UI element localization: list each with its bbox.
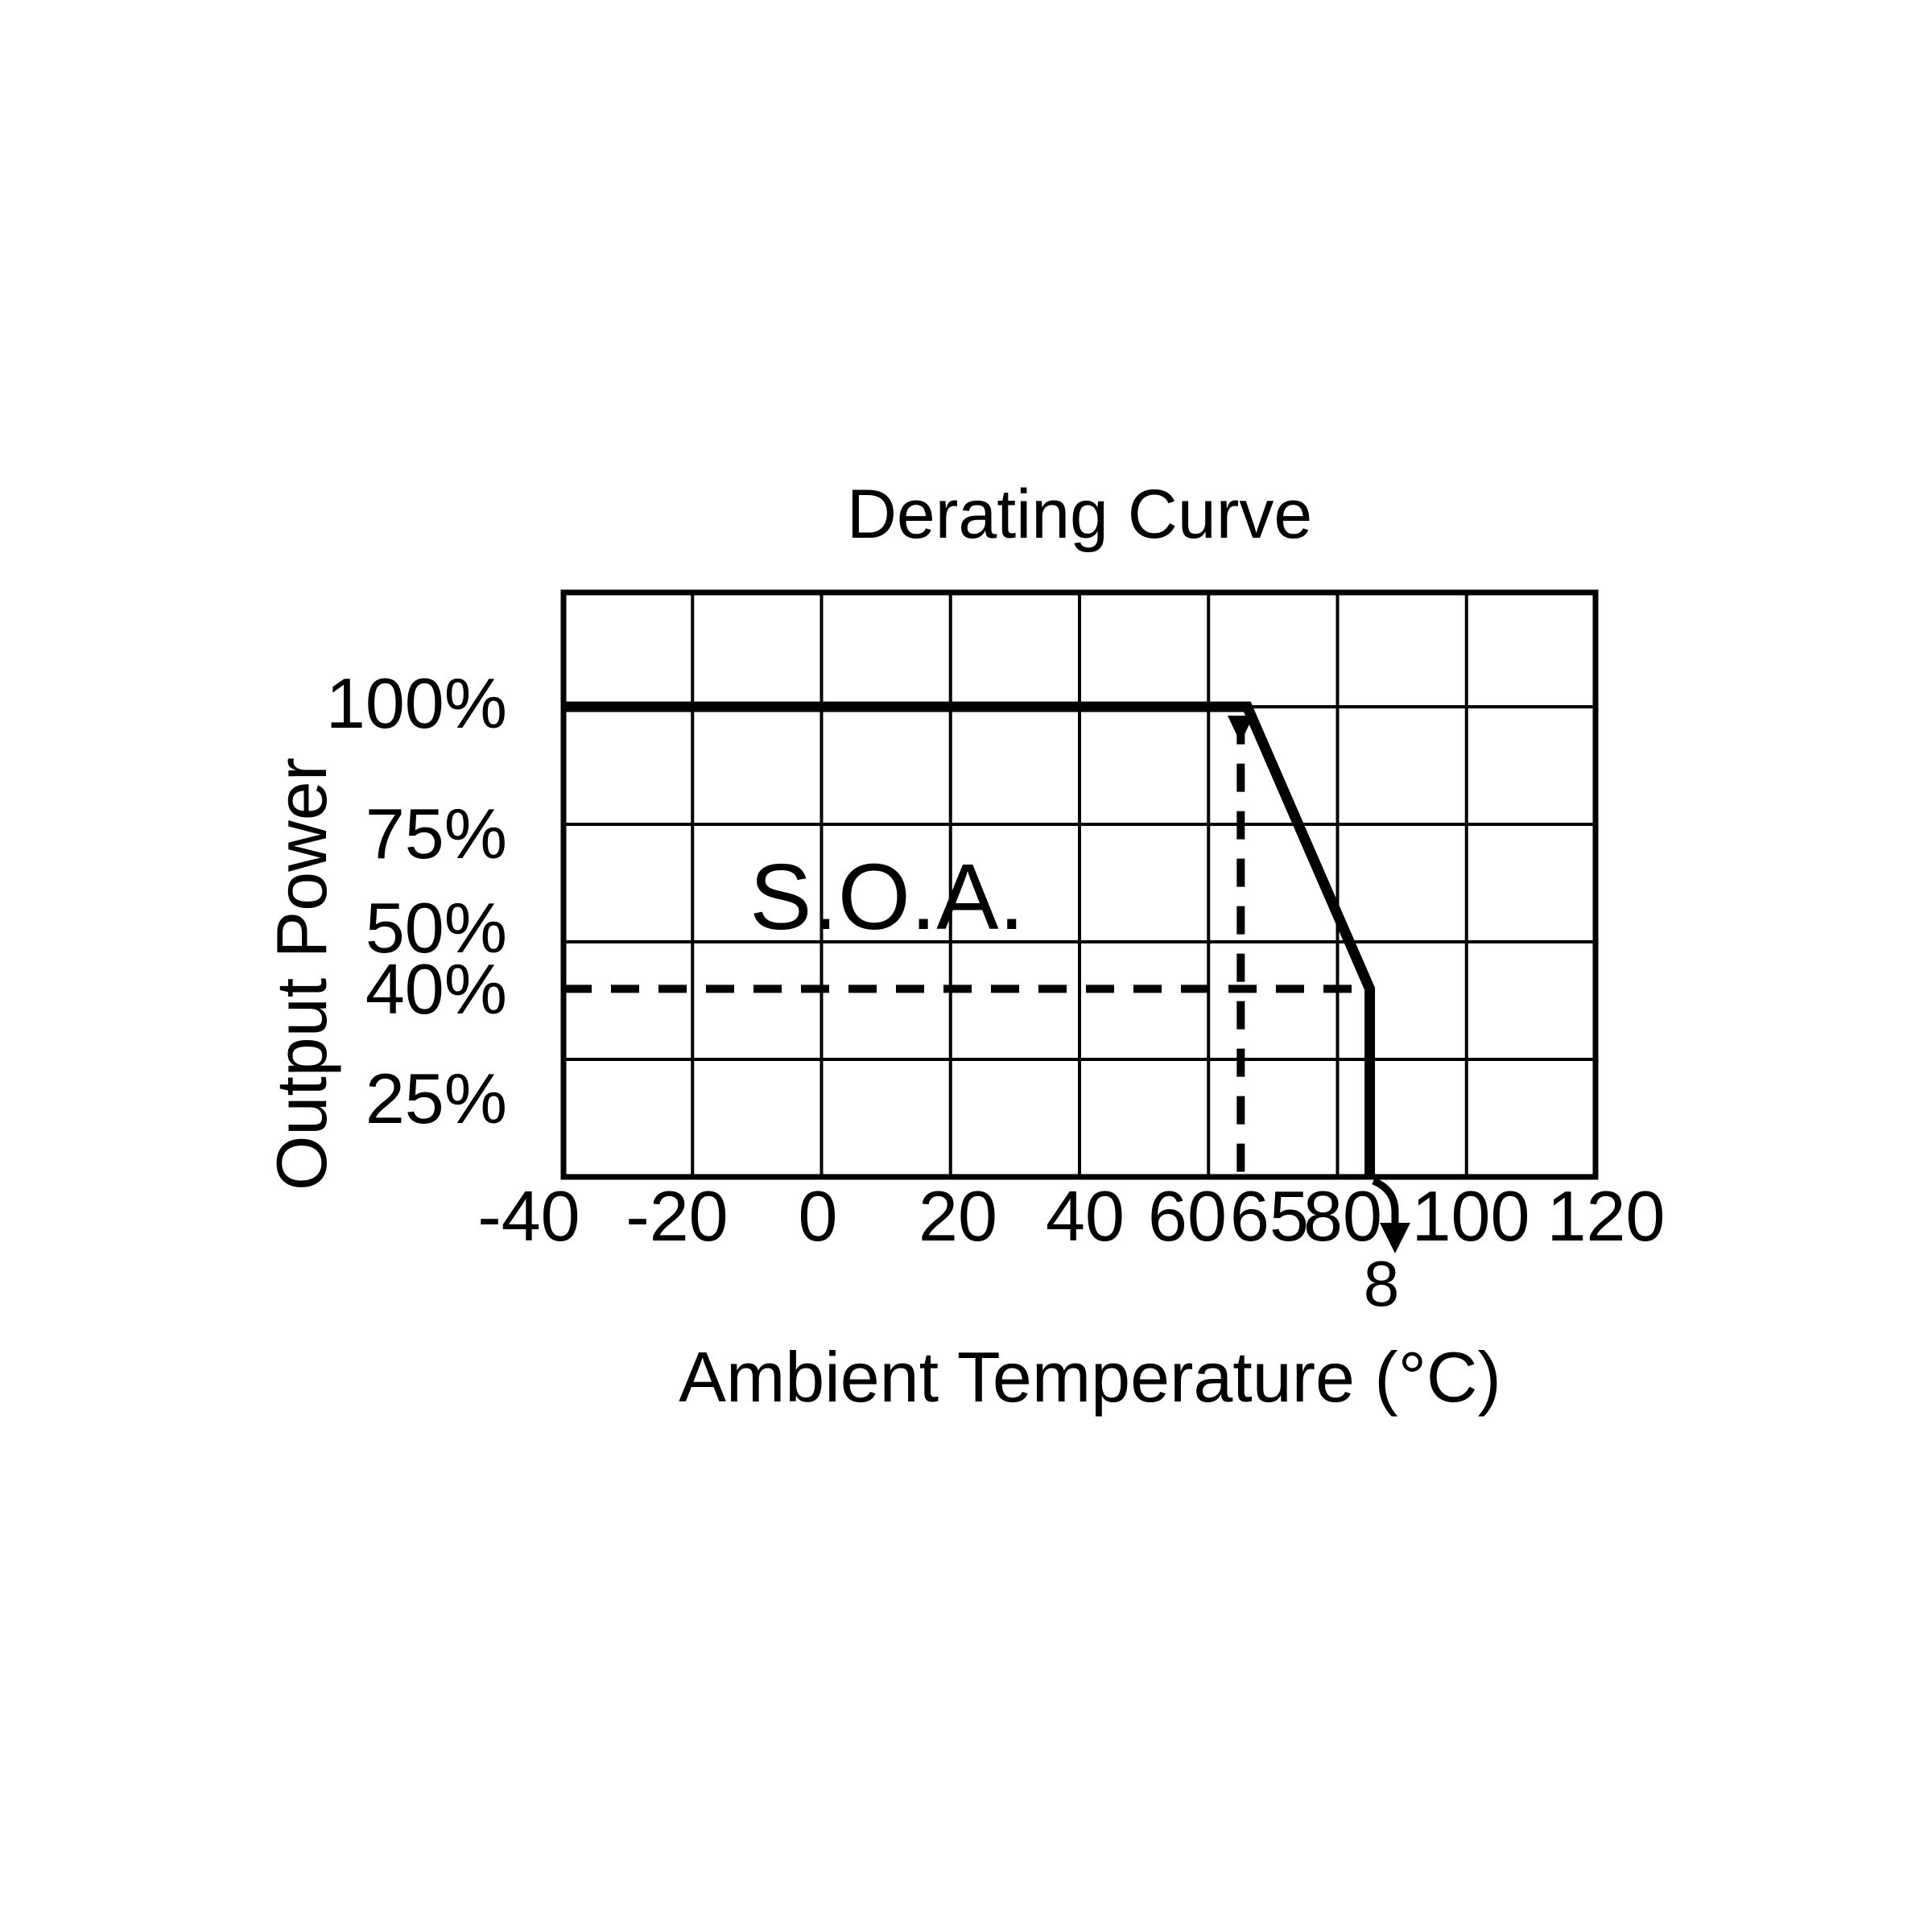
x-tick-label: 65 — [1230, 1176, 1309, 1256]
x-tick-label: -20 — [625, 1176, 729, 1256]
x-tick-label: 0 — [798, 1176, 838, 1256]
x-tick-label: 120 — [1546, 1176, 1666, 1256]
x-axis-title: Ambient Temperature (°C) — [679, 1337, 1501, 1417]
plot-border — [560, 589, 1599, 1180]
data-series — [564, 701, 1376, 1177]
axis-overflow-arrowhead-icon — [1380, 1223, 1410, 1253]
y-tick-label: 25% — [365, 1059, 507, 1138]
x-tick-label: -40 — [477, 1176, 580, 1256]
series-derating-curve — [564, 701, 1376, 1177]
soa-annotation: S.O.A. — [749, 844, 1025, 949]
x-tick-label: 20 — [919, 1176, 997, 1256]
axis-overflow-arrow-icon — [1372, 1177, 1399, 1224]
x-tick-label: 40 — [1046, 1176, 1125, 1256]
x-tick-label: 60 — [1148, 1176, 1227, 1256]
y-axis-title: Output Power — [262, 757, 341, 1191]
x-tick-label: 80 — [1303, 1176, 1382, 1256]
vertical-gridlines — [691, 592, 1468, 1177]
y-tick-label: 100% — [325, 663, 507, 743]
y-tick-label: 75% — [365, 794, 507, 873]
y-tick-label: 40% — [365, 949, 507, 1029]
x-tick-label: 100 — [1411, 1176, 1530, 1256]
axis-overflow-label: 8 — [1363, 1248, 1400, 1319]
dashed-line-top-arrowhead-icon — [1228, 716, 1253, 743]
y-tick-label: 50% — [365, 888, 507, 968]
chart-title: Derating Curve — [846, 476, 1313, 553]
